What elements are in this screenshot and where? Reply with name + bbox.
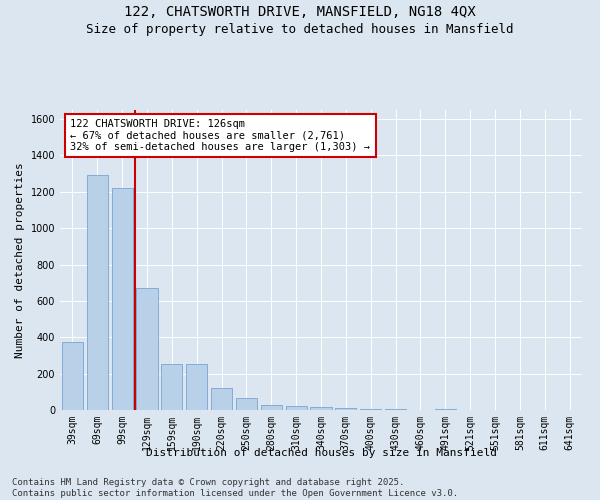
Bar	[385, 409, 406, 410]
Bar	[435, 409, 456, 410]
Bar	[112, 188, 133, 410]
Bar	[286, 406, 307, 410]
Text: 122, CHATSWORTH DRIVE, MANSFIELD, NG18 4QX: 122, CHATSWORTH DRIVE, MANSFIELD, NG18 4…	[124, 5, 476, 19]
Bar	[310, 408, 332, 410]
Bar	[211, 388, 232, 410]
Bar	[136, 288, 158, 410]
Bar	[360, 409, 381, 410]
Bar	[335, 408, 356, 410]
Bar	[87, 176, 108, 410]
Bar	[186, 364, 207, 410]
Text: 122 CHATSWORTH DRIVE: 126sqm
← 67% of detached houses are smaller (2,761)
32% of: 122 CHATSWORTH DRIVE: 126sqm ← 67% of de…	[70, 119, 370, 152]
Bar	[261, 404, 282, 410]
Text: Size of property relative to detached houses in Mansfield: Size of property relative to detached ho…	[86, 22, 514, 36]
Bar	[161, 364, 182, 410]
Bar	[62, 342, 83, 410]
Text: Contains HM Land Registry data © Crown copyright and database right 2025.
Contai: Contains HM Land Registry data © Crown c…	[12, 478, 458, 498]
Bar	[236, 398, 257, 410]
Text: Distribution of detached houses by size in Mansfield: Distribution of detached houses by size …	[146, 448, 497, 458]
Y-axis label: Number of detached properties: Number of detached properties	[15, 162, 25, 358]
